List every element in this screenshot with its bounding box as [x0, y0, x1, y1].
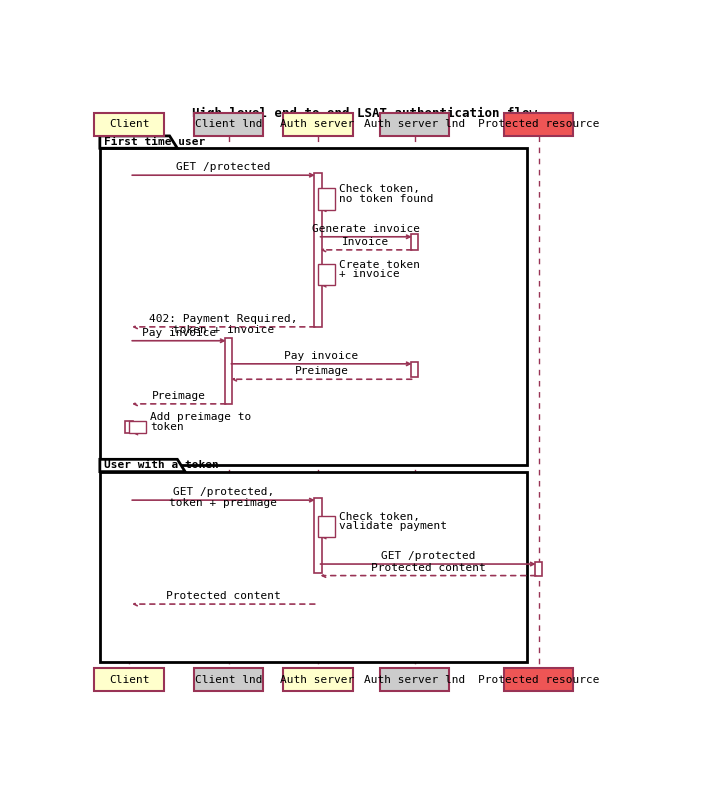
Text: First time user: First time user	[105, 137, 206, 147]
Bar	[411, 361, 419, 377]
Text: Auth server lnd: Auth server lnd	[364, 119, 465, 129]
Text: Add preimage to: Add preimage to	[150, 412, 251, 423]
Text: Check token,: Check token,	[338, 511, 419, 522]
Text: Protected resource: Protected resource	[478, 674, 600, 685]
Bar	[283, 113, 352, 136]
Text: Auth server: Auth server	[281, 674, 355, 685]
Bar	[194, 113, 263, 136]
Text: Generate invoice: Generate invoice	[312, 224, 420, 234]
Bar	[503, 113, 573, 136]
Text: Client lnd: Client lnd	[195, 119, 262, 129]
Bar	[411, 234, 419, 250]
Bar	[95, 113, 164, 136]
Bar	[503, 668, 573, 691]
Polygon shape	[100, 136, 177, 149]
Polygon shape	[100, 459, 185, 471]
Bar	[100, 471, 527, 662]
Text: validate payment: validate payment	[338, 521, 446, 531]
Bar	[130, 421, 147, 433]
Text: Check token,: Check token,	[338, 185, 419, 194]
Text: Pay invoice: Pay invoice	[284, 351, 359, 361]
Text: GET /protected: GET /protected	[176, 162, 271, 172]
Text: Protected content: Protected content	[371, 562, 486, 573]
Text: GET /protected: GET /protected	[381, 551, 476, 561]
Text: GET /protected,: GET /protected,	[173, 487, 274, 497]
Bar	[318, 264, 335, 285]
Text: no token found: no token found	[338, 193, 433, 204]
Text: Client: Client	[109, 119, 150, 129]
Text: Auth server lnd: Auth server lnd	[364, 674, 465, 685]
Bar	[379, 113, 449, 136]
Bar	[224, 339, 232, 403]
Text: Client: Client	[109, 674, 150, 685]
Bar	[535, 562, 543, 575]
Bar	[318, 515, 335, 537]
Text: token: token	[150, 422, 184, 431]
Text: Protected resource: Protected resource	[478, 119, 600, 129]
Text: Auth server: Auth server	[281, 119, 355, 129]
Bar	[314, 173, 322, 327]
Bar	[194, 668, 263, 691]
Text: Preimage: Preimage	[295, 366, 348, 376]
Bar	[283, 668, 352, 691]
Bar	[314, 498, 322, 573]
Bar	[95, 668, 164, 691]
Text: High-level end-to-end LSAT authentication flow: High-level end-to-end LSAT authenticatio…	[192, 106, 538, 120]
Text: 402: Payment Required,: 402: Payment Required,	[150, 314, 298, 324]
Text: Preimage: Preimage	[152, 391, 206, 401]
Text: Create token: Create token	[338, 260, 419, 270]
Text: Client lnd: Client lnd	[195, 674, 262, 685]
Text: Pay invoice: Pay invoice	[142, 328, 216, 338]
Bar	[379, 668, 449, 691]
Text: token + invoice: token + invoice	[173, 324, 274, 335]
Bar	[318, 189, 335, 210]
Bar	[125, 421, 133, 433]
Bar	[100, 149, 527, 466]
Text: + invoice: + invoice	[338, 269, 399, 279]
Text: token + preimage: token + preimage	[169, 498, 278, 508]
Text: Protected content: Protected content	[166, 591, 281, 601]
Text: User with a token: User with a token	[105, 460, 219, 471]
Text: Invoice: Invoice	[342, 237, 389, 247]
